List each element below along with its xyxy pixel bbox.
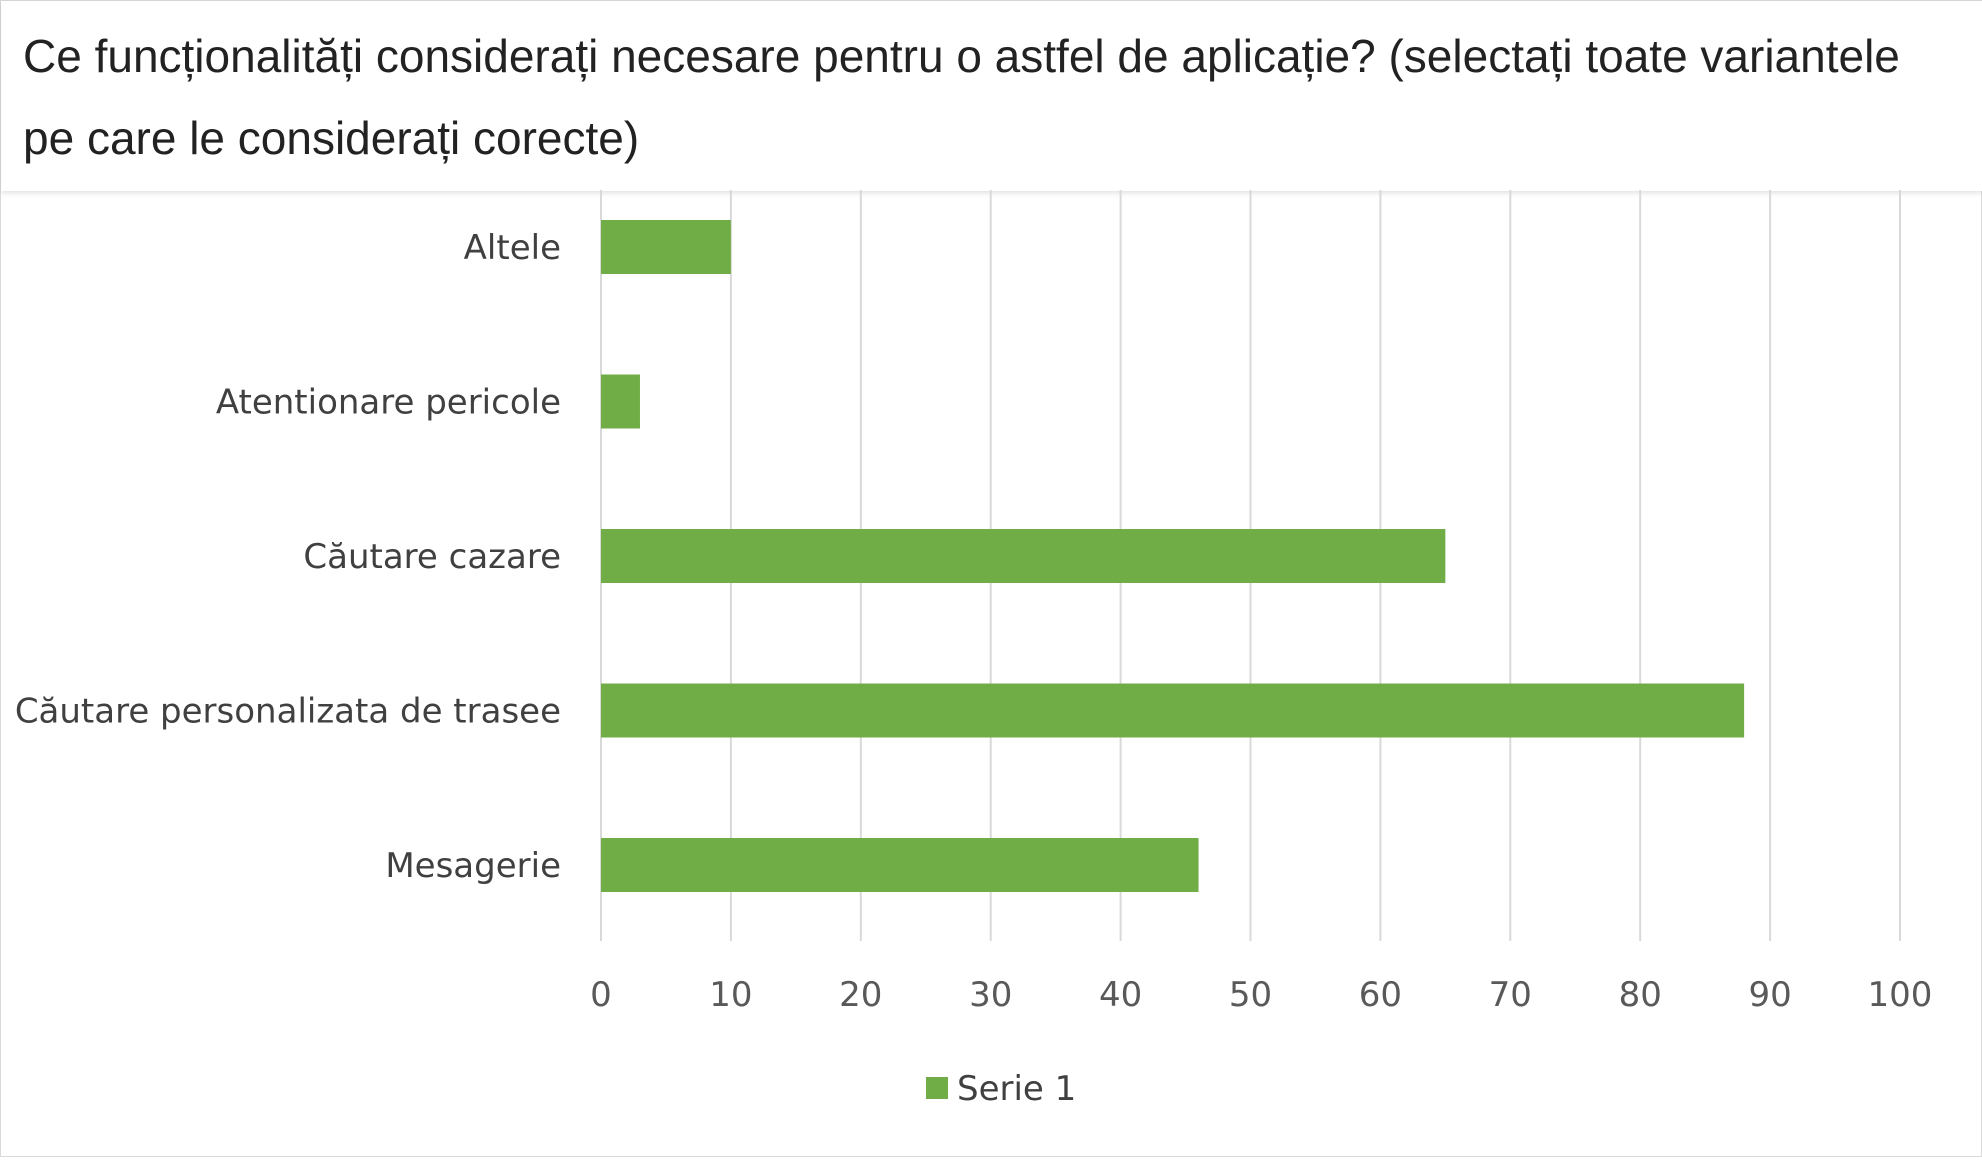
chart-title: Ce funcționalități considerați necesare … [23,30,1900,164]
x-tick-label-70: 70 [1489,975,1532,1015]
bar-cautare-cazare [601,529,1446,583]
category-label-cautare-personalizata-de-trasee: Căutare personalizata de trasee [15,692,561,732]
x-tick-label-100: 100 [1868,975,1933,1015]
chart-area: Altele Atentionare pericole Căutare cazare… [0,190,1982,1157]
bar-chart: Altele Atentionare pericole Căutare cazare… [15,190,1932,1109]
bar-altele [601,220,731,274]
category-label-atentionare-pericole: Atentionare pericole [216,383,561,423]
title-card: Ce funcționalități considerați necesare … [1,1,1982,191]
bar-atentionare-pericole [601,374,640,429]
x-tick-label-80: 80 [1619,975,1662,1015]
bar-mesagerie [601,838,1199,892]
category-labels: Altele Atentionare pericole Căutare cazare… [15,228,561,886]
legend-swatch-serie-1 [926,1077,948,1099]
category-label-mesagerie: Mesagerie [385,846,561,886]
x-tick-label-10: 10 [709,975,752,1015]
category-label-altele: Altele [464,228,561,268]
x-tick-labels: 0 10 20 30 40 50 60 70 80 90 100 [590,975,1932,1015]
x-tick-label-50: 50 [1229,975,1272,1015]
legend-label-serie-1: Serie 1 [957,1069,1076,1109]
x-tick-label-90: 90 [1748,975,1791,1015]
category-label-cautare-cazare: Căutare cazare [303,537,561,577]
x-tick-label-60: 60 [1359,975,1402,1015]
x-tick-label-30: 30 [969,975,1012,1015]
bar-cautare-personalizata-de-trasee [601,683,1745,738]
legend: Serie 1 [926,1069,1076,1109]
x-tick-label-0: 0 [590,975,612,1015]
bars [601,220,1745,892]
x-tick-label-40: 40 [1099,975,1142,1015]
x-tick-label-20: 20 [839,975,882,1015]
